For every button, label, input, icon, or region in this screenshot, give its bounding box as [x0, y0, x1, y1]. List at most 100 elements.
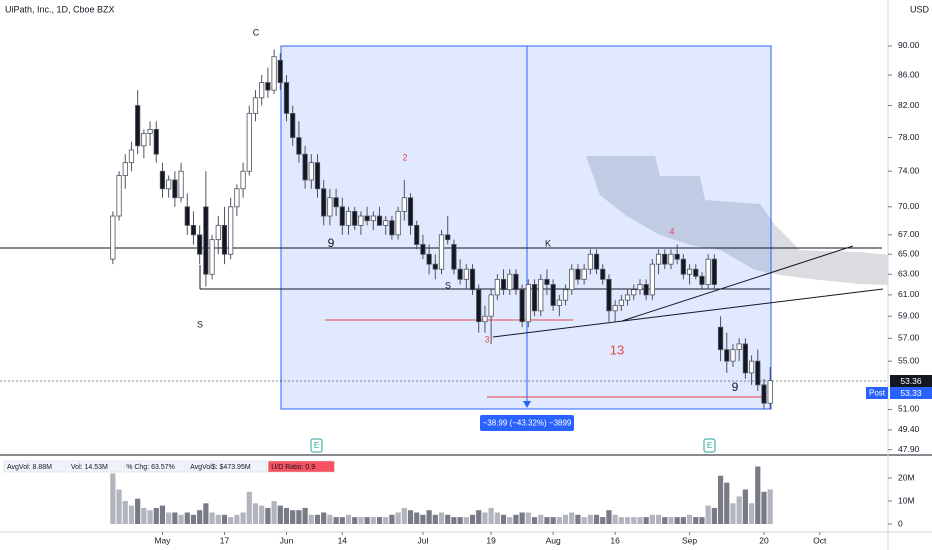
volume-bar	[296, 510, 302, 524]
volume-bar	[488, 507, 494, 524]
candle-body	[172, 179, 178, 199]
candle-body	[451, 244, 457, 270]
volume-bar	[277, 505, 283, 524]
post-price-box	[890, 387, 932, 399]
volume-bar	[631, 517, 637, 524]
volume-bar	[525, 512, 531, 524]
trend-line	[492, 288, 884, 338]
volume-bar	[742, 489, 748, 524]
volume-bar	[581, 517, 587, 524]
volume-bar	[302, 507, 308, 524]
candle-body	[234, 188, 240, 208]
volume-bar	[178, 514, 184, 524]
y-tick-label: 78.00	[898, 132, 920, 142]
volume-bar	[618, 517, 624, 524]
candle-body	[686, 268, 693, 275]
volume-bar	[662, 517, 668, 524]
candle-body	[606, 278, 612, 312]
volume-bar	[283, 507, 290, 524]
measure-label: −38.99 (−43.32%) −3899	[483, 419, 572, 428]
volume-bar	[246, 491, 252, 524]
candle-body	[662, 253, 668, 265]
candle-body	[426, 253, 432, 265]
chart-title: UiPath, Inc., 1D, Cboe BZX	[5, 4, 115, 14]
volume-bar	[699, 517, 705, 524]
candle-body	[507, 273, 513, 291]
candle-body	[358, 215, 364, 226]
candle-body	[717, 326, 724, 351]
volume-bar	[345, 514, 352, 524]
volume-bar	[240, 512, 246, 524]
x-tick-label: Oct	[813, 535, 827, 545]
volume-bar	[606, 510, 612, 524]
volume-bar	[110, 473, 116, 524]
candle-body	[321, 188, 327, 217]
last-price: 53.36	[900, 376, 922, 386]
earnings-marker[interactable]	[310, 438, 323, 453]
volume-bar	[153, 507, 159, 524]
y-tick-label: 55.00	[898, 355, 920, 365]
candle-body	[259, 82, 265, 99]
volume-bar	[500, 514, 507, 524]
stat-box	[186, 460, 267, 473]
candle-body	[128, 149, 135, 164]
candle-body	[469, 268, 476, 291]
volume-bar	[321, 512, 327, 524]
candle-body	[668, 253, 674, 265]
stat-box	[3, 460, 67, 473]
volume-bar	[674, 517, 680, 524]
volume-bar	[717, 475, 724, 524]
volume-bar	[469, 514, 476, 524]
annotation: 9	[328, 236, 335, 250]
y-tick-label: 61.00	[898, 289, 920, 299]
volume-bar	[426, 510, 432, 524]
volume-bar	[643, 517, 649, 524]
volume-bar	[432, 514, 438, 524]
earnings-marker[interactable]	[703, 438, 716, 453]
stat-label: AvgVol$: $473.95M	[190, 464, 251, 471]
y-tick-label: 47.90	[898, 444, 920, 454]
volume-bar	[730, 503, 736, 524]
volume-bar	[649, 514, 655, 524]
annotation: S	[197, 319, 203, 329]
candle-body	[116, 175, 122, 217]
candle-body	[203, 206, 209, 275]
candle-body	[352, 210, 358, 226]
y-tick-label: 49.40	[898, 424, 920, 434]
y-tick-label: 70.00	[898, 201, 920, 211]
stat-label: Vol: 14.53M	[71, 464, 108, 471]
measure-box	[280, 45, 772, 410]
volume-bar	[612, 514, 618, 524]
y-tick-label: 57.00	[898, 333, 920, 343]
candle-body	[333, 197, 339, 208]
volume-bar	[736, 496, 742, 524]
measure-label-box	[480, 415, 574, 431]
candle-body	[699, 275, 705, 285]
volume-bar	[438, 512, 445, 524]
volume-bar	[680, 517, 686, 524]
candle-body	[593, 253, 600, 270]
y-tick-label: 86.00	[898, 69, 920, 79]
candle-body	[624, 294, 631, 301]
volume-bar	[507, 517, 513, 524]
volume-bar	[445, 514, 451, 524]
candle-body	[748, 360, 755, 374]
candle-body	[401, 197, 407, 212]
candle-body	[395, 210, 401, 236]
earnings-label: E	[707, 441, 712, 450]
candle-body	[569, 268, 575, 291]
candle-body	[674, 253, 680, 260]
annotation: C	[253, 27, 260, 37]
candle-body	[432, 263, 438, 270]
annotation: 13	[610, 342, 624, 357]
annotation: K	[545, 238, 551, 248]
post-tag: Post	[869, 389, 886, 398]
volume-bar	[587, 514, 593, 524]
volume-bar	[166, 512, 172, 524]
volume-bar	[463, 517, 469, 524]
volume-bar	[252, 503, 259, 524]
volume-bar	[711, 507, 717, 524]
volume-bar	[327, 514, 333, 524]
volume-bar	[395, 512, 401, 524]
